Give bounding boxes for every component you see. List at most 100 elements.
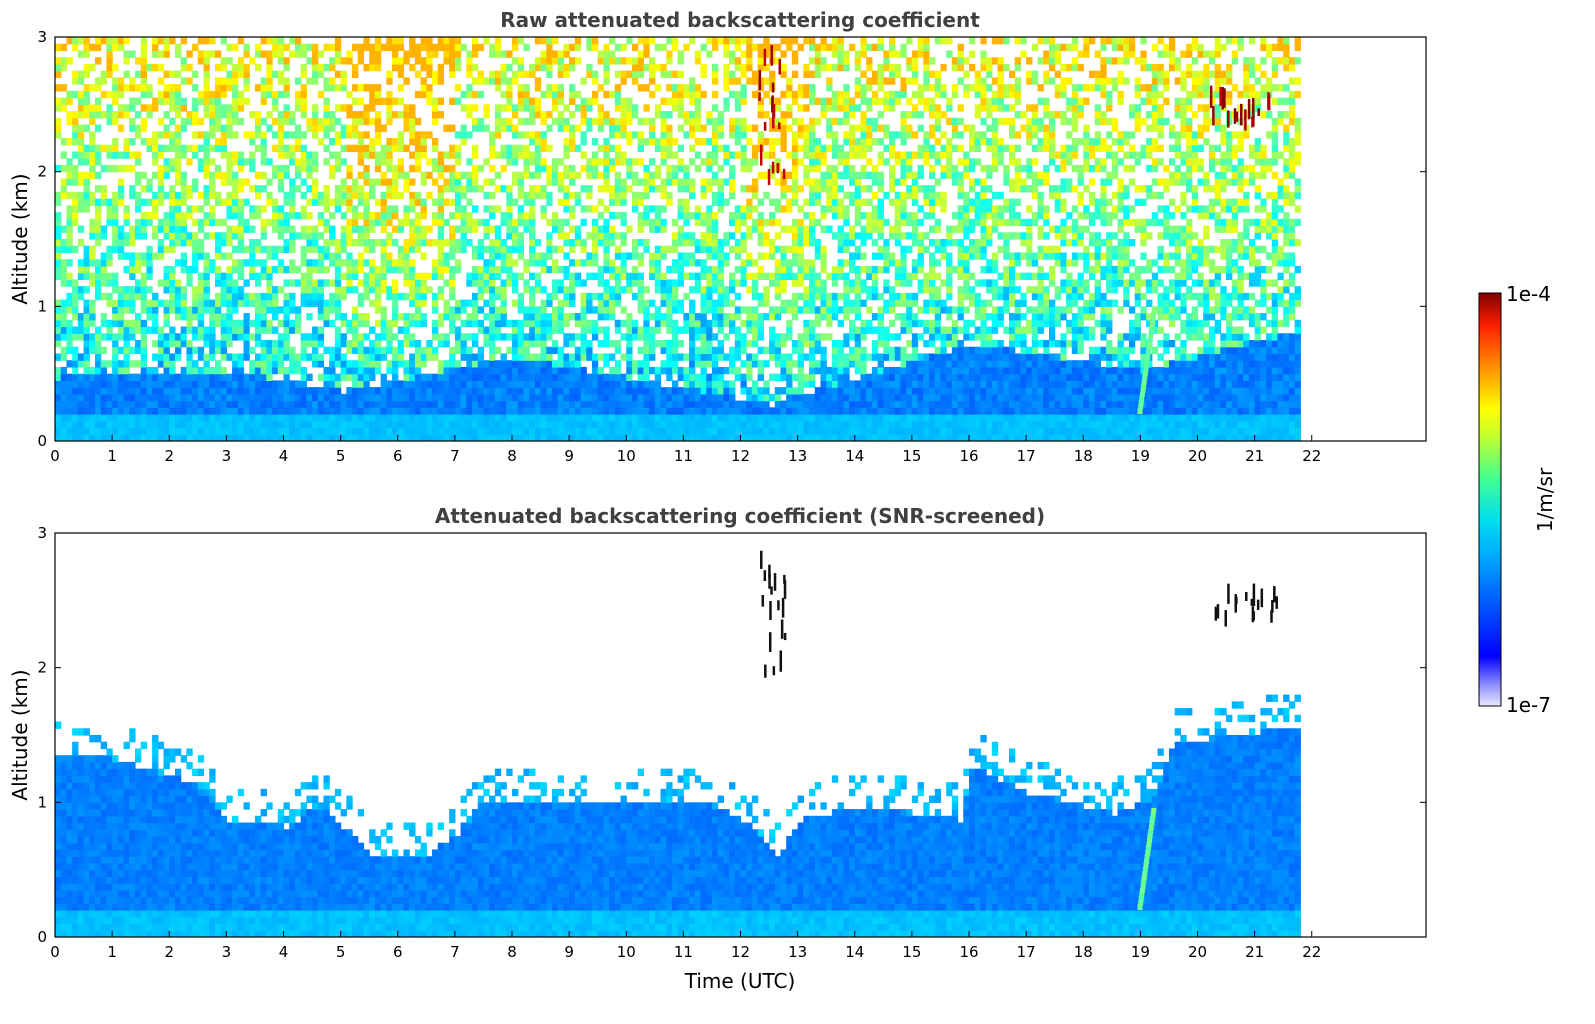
heatmap-cell xyxy=(700,265,707,274)
heatmap-cell xyxy=(117,393,125,402)
heatmap-cell xyxy=(671,43,679,52)
heatmap-cell xyxy=(494,84,502,92)
heatmap-cell xyxy=(460,373,467,381)
heatmap-cell xyxy=(72,380,79,388)
heatmap-cell xyxy=(294,97,302,105)
heatmap-cell xyxy=(649,205,656,213)
heatmap-cell xyxy=(557,400,565,408)
heatmap-cell xyxy=(197,414,205,422)
heatmap-cell xyxy=(734,366,742,375)
heatmap-cell xyxy=(569,171,576,179)
heatmap-cell xyxy=(591,387,599,395)
heatmap-cell xyxy=(586,353,593,361)
heatmap-cell xyxy=(174,191,182,200)
heatmap-cell xyxy=(152,144,159,153)
heatmap-cell xyxy=(157,279,165,287)
heatmap-cell xyxy=(72,279,79,287)
heatmap-cell xyxy=(77,151,85,159)
heatmap-cell xyxy=(174,43,182,52)
heatmap-cell xyxy=(140,77,147,85)
heatmap-cell xyxy=(254,117,262,126)
heatmap-cell xyxy=(220,218,227,227)
heatmap-cell xyxy=(169,380,176,388)
heatmap-cell xyxy=(197,205,205,213)
heatmap-cell xyxy=(249,393,256,402)
heatmap-cell xyxy=(72,151,79,159)
heatmap-cell xyxy=(146,252,153,260)
heatmap-cell xyxy=(369,225,376,233)
heatmap-cell xyxy=(500,63,507,72)
heatmap-cell xyxy=(77,225,85,233)
heatmap-cell xyxy=(494,414,502,422)
heatmap-cell xyxy=(89,387,96,395)
heatmap-cell xyxy=(694,245,702,254)
heatmap-cell xyxy=(380,205,387,213)
heatmap-cell xyxy=(180,434,187,441)
heatmap-cell xyxy=(300,340,307,348)
heatmap-cell xyxy=(500,117,507,126)
heatmap-cell xyxy=(300,353,307,361)
heatmap-cell xyxy=(443,37,450,45)
heatmap-cell xyxy=(289,360,296,368)
heatmap-cell xyxy=(494,70,502,78)
heatmap-cell xyxy=(449,151,456,159)
heatmap-cell xyxy=(294,144,302,153)
heatmap-cell xyxy=(443,427,450,435)
heatmap-cell xyxy=(523,104,530,112)
heatmap-cell xyxy=(283,366,290,375)
heatmap-cell xyxy=(386,97,393,105)
heatmap-cell xyxy=(414,272,422,280)
heatmap-cell xyxy=(140,380,147,388)
heatmap-cell xyxy=(346,360,353,368)
heatmap-cell xyxy=(100,265,108,274)
heatmap-cell xyxy=(249,333,256,341)
heatmap-cell xyxy=(700,353,707,361)
heatmap-cell xyxy=(649,380,656,388)
heatmap-cell xyxy=(626,346,633,355)
heatmap-cell xyxy=(277,360,285,368)
heatmap-cell xyxy=(626,407,633,415)
heatmap-cell xyxy=(517,333,525,341)
heatmap-cell xyxy=(631,272,639,280)
heatmap-cell xyxy=(460,407,467,415)
heatmap-cell xyxy=(694,239,702,247)
heatmap-cell xyxy=(312,239,319,247)
heatmap-cell xyxy=(317,212,325,220)
heatmap-cell xyxy=(700,326,707,334)
heatmap-cell xyxy=(432,292,439,301)
heatmap-cell xyxy=(77,205,85,213)
heatmap-cell xyxy=(277,164,285,173)
heatmap-cell xyxy=(117,198,125,206)
heatmap-cell xyxy=(414,57,422,65)
heatmap-cell xyxy=(694,373,702,381)
heatmap-cell xyxy=(534,191,542,200)
heatmap-cell xyxy=(214,104,222,112)
heatmap-cell xyxy=(546,50,553,58)
heatmap-cell xyxy=(569,63,576,72)
heatmap-cell xyxy=(740,239,747,247)
heatmap-cell xyxy=(329,225,336,233)
heatmap-cell xyxy=(660,366,667,375)
heatmap-cell xyxy=(352,414,359,422)
heatmap-cell xyxy=(426,407,433,415)
heatmap-cell xyxy=(723,353,730,361)
heatmap-cell xyxy=(380,97,387,105)
heatmap-cell xyxy=(734,212,742,220)
heatmap-cell xyxy=(83,299,90,307)
heatmap-cell xyxy=(380,326,387,334)
heatmap-cell xyxy=(272,346,279,355)
heatmap-cell xyxy=(626,366,633,375)
heatmap-cell xyxy=(637,299,644,307)
heatmap-cell xyxy=(106,259,113,267)
heatmap-cell xyxy=(77,178,85,186)
heatmap-cell xyxy=(523,259,530,267)
heatmap-cell xyxy=(523,191,530,200)
heatmap-cell xyxy=(340,178,347,186)
heatmap-cell xyxy=(551,225,559,233)
heatmap-cell xyxy=(300,70,307,78)
heatmap-cell xyxy=(117,306,125,314)
heatmap-cell xyxy=(374,57,382,65)
heatmap-cell xyxy=(232,104,239,112)
heatmap-cell xyxy=(134,198,142,206)
heatmap-cell xyxy=(700,158,707,166)
